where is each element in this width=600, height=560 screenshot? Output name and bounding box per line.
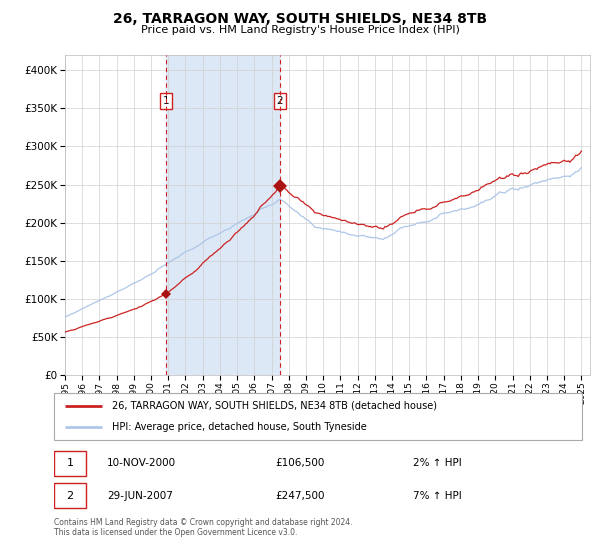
Text: 26, TARRAGON WAY, SOUTH SHIELDS, NE34 8TB: 26, TARRAGON WAY, SOUTH SHIELDS, NE34 8T… xyxy=(113,12,487,26)
Text: 2: 2 xyxy=(277,96,283,106)
Text: £106,500: £106,500 xyxy=(276,458,325,468)
Text: 26, TARRAGON WAY, SOUTH SHIELDS, NE34 8TB (detached house): 26, TARRAGON WAY, SOUTH SHIELDS, NE34 8T… xyxy=(112,401,437,410)
Text: 1: 1 xyxy=(163,96,169,106)
Text: 2% ↑ HPI: 2% ↑ HPI xyxy=(413,458,462,468)
Bar xyxy=(166,55,280,375)
FancyBboxPatch shape xyxy=(54,451,86,475)
FancyBboxPatch shape xyxy=(54,483,86,508)
Text: 7% ↑ HPI: 7% ↑ HPI xyxy=(413,491,462,501)
Text: 1: 1 xyxy=(67,458,73,468)
Text: £247,500: £247,500 xyxy=(276,491,325,501)
Text: 29-JUN-2007: 29-JUN-2007 xyxy=(107,491,173,501)
FancyBboxPatch shape xyxy=(54,393,582,440)
Text: HPI: Average price, detached house, South Tyneside: HPI: Average price, detached house, Sout… xyxy=(112,422,367,432)
Text: Price paid vs. HM Land Registry's House Price Index (HPI): Price paid vs. HM Land Registry's House … xyxy=(140,25,460,35)
Text: 2: 2 xyxy=(66,491,73,501)
Text: 10-NOV-2000: 10-NOV-2000 xyxy=(107,458,176,468)
Text: Contains HM Land Registry data © Crown copyright and database right 2024.
This d: Contains HM Land Registry data © Crown c… xyxy=(54,518,353,538)
